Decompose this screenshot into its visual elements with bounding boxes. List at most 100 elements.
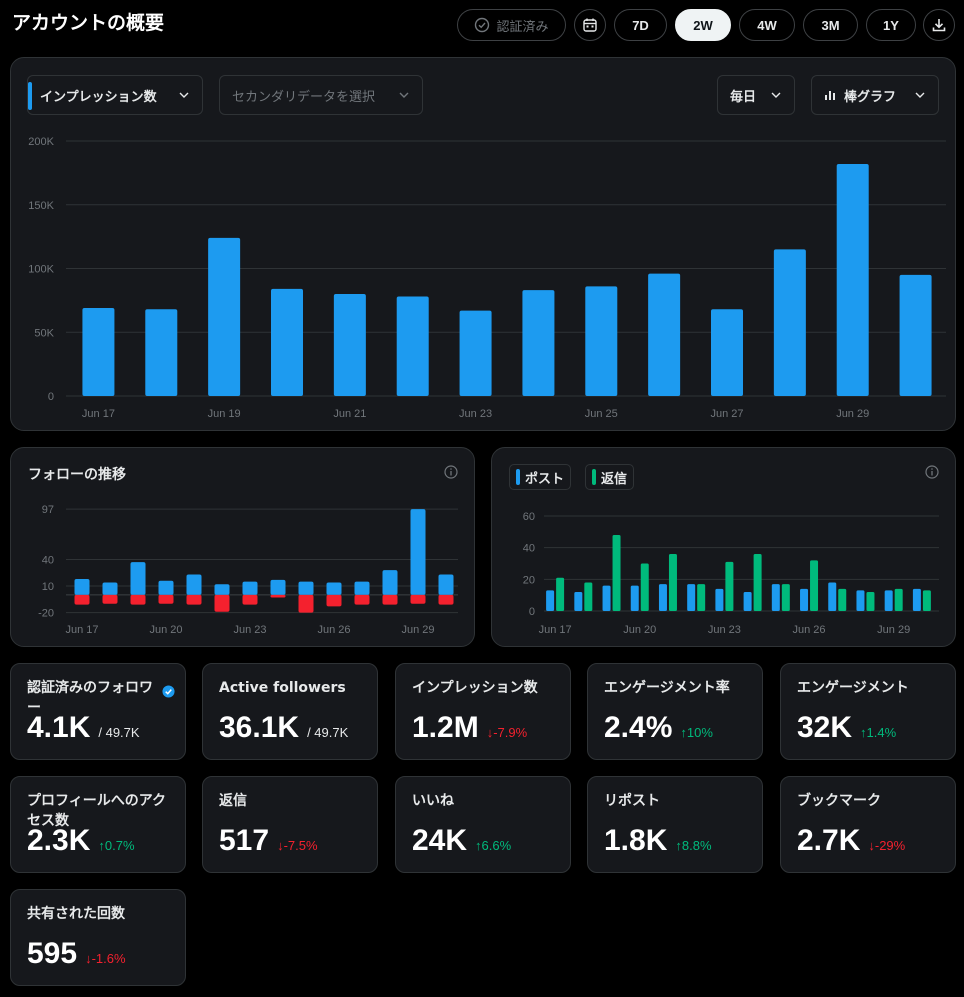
unfollow-bar (186, 594, 202, 605)
unfollow-bar (242, 594, 258, 605)
info-icon[interactable] (444, 464, 458, 483)
download-button[interactable] (923, 9, 955, 41)
arrow-down-icon: ↓ (277, 838, 284, 853)
interval-label: 毎日 (730, 89, 757, 105)
x-tick-label: Jun 29 (401, 624, 434, 636)
stat-card[interactable]: 返信 517 ↓-7.5% (202, 776, 378, 873)
y-tick-label: 0 (48, 391, 54, 403)
stat-card[interactable]: リポスト 1.8K ↑8.8% (587, 776, 763, 873)
secondary-metric-dropdown[interactable]: セカンダリデータを選択 (219, 75, 423, 115)
stat-value: 4.1K (27, 711, 91, 744)
bar (773, 249, 806, 396)
chart-type-label: 棒グラフ (844, 89, 897, 105)
y-tick-label: 50K (34, 327, 54, 339)
stat-value-row: 517 ↓-7.5% (219, 824, 318, 858)
legend-replies[interactable]: 返信 (585, 464, 635, 490)
chart-type-dropdown[interactable]: 棒グラフ (811, 75, 939, 115)
range-2w-button[interactable]: 2W (675, 9, 731, 41)
legend-replies-swatch (592, 469, 596, 485)
stat-label: リポスト (604, 793, 660, 809)
x-tick-label: Jun 23 (233, 624, 266, 636)
stat-card[interactable]: エンゲージメント率 2.4% ↑10% (587, 663, 763, 760)
metric-color-indicator (28, 82, 32, 110)
stat-card[interactable]: インプレッション数 1.2M ↓-7.9% (395, 663, 571, 760)
follows-panel: フォローの推移 -20 10 40 97 Jun 17 Jun 20 Jun 23 Jun 2… (10, 447, 475, 647)
arrow-up-icon: ↑ (680, 725, 687, 740)
stat-label: 返信 (219, 793, 247, 809)
stat-value: 595 (27, 937, 78, 970)
y-tick-label: 97 (42, 504, 54, 516)
stat-change: ↑0.7% (98, 838, 134, 853)
stat-card[interactable]: 認証済みのフォロワー 4.1K / 49.7K (10, 663, 186, 760)
stat-value-row: 595 ↓-1.6% (27, 937, 126, 971)
y-tick-label: 100K (28, 264, 54, 276)
reply-bar (725, 561, 734, 611)
unfollow-bar (298, 594, 314, 613)
stat-card[interactable]: 共有された回数 595 ↓-1.6% (10, 889, 186, 986)
stat-card[interactable]: ブックマーク 2.7K ↓-29% (780, 776, 956, 873)
reply-bar (697, 584, 706, 611)
range-1y-button[interactable]: 1Y (866, 9, 916, 41)
stat-card[interactable]: いいね 24K ↑6.6% (395, 776, 571, 873)
bar (145, 309, 178, 396)
x-tick-label: Jun 17 (65, 624, 98, 636)
stat-label: Active followers (219, 680, 346, 696)
stat-change: ↓-7.5% (277, 838, 317, 853)
stat-value: 2.4% (604, 711, 673, 744)
reply-bar (838, 588, 847, 611)
stat-change-value: 8.8% (681, 838, 712, 853)
post-bar (630, 585, 639, 611)
unfollow-bar (382, 594, 398, 605)
stat-change-value: -7.9% (493, 725, 528, 740)
interval-dropdown[interactable]: 毎日 (717, 75, 795, 115)
x-tick-label: Jun 17 (539, 624, 572, 636)
stat-value-row: 32K ↑1.4% (797, 711, 896, 745)
stat-card[interactable]: Active followers 36.1K / 49.7K (202, 663, 378, 760)
follow-bar (354, 581, 370, 595)
stat-card[interactable]: プロフィールへのアクセス数 2.3K ↑0.7% (10, 776, 186, 873)
post-bar (800, 588, 809, 611)
stat-label: エンゲージメント率 (604, 680, 730, 696)
stat-change: ↑6.6% (475, 838, 511, 853)
post-bar (743, 592, 752, 611)
range-3m-button[interactable]: 3M (803, 9, 858, 41)
bar (522, 290, 555, 396)
post-bar (546, 590, 555, 611)
impressions-bar-chart: 0 50K 100K 150K 200K Jun 17 Jun 19 Jun 21 Jun 23… (28, 136, 946, 420)
stat-change-value: -29% (874, 838, 906, 853)
stat-value: 24K (412, 824, 468, 857)
arrow-up-icon: ↑ (675, 838, 682, 853)
bar-chart-icon (824, 89, 836, 101)
stat-card[interactable]: エンゲージメント 32K ↑1.4% (780, 663, 956, 760)
legend-posts[interactable]: ポスト (509, 464, 572, 490)
y-tick-label: 10 (42, 581, 54, 593)
legend-posts-label: ポスト (525, 471, 565, 487)
info-icon[interactable] (925, 464, 939, 483)
range-7d-button[interactable]: 7D (614, 9, 667, 41)
legend-posts-swatch (516, 469, 520, 485)
x-tick-label: Jun 23 (459, 408, 492, 420)
arrow-down-icon: ↓ (868, 838, 875, 853)
reply-bar (668, 554, 677, 611)
y-tick-label: 200K (28, 136, 54, 148)
bar (899, 274, 932, 396)
chevron-down-icon (178, 89, 190, 101)
stat-total: / 49.7K (307, 725, 349, 740)
unfollow-bar (102, 594, 118, 604)
range-4w-button[interactable]: 4W (739, 9, 795, 41)
follow-bar (326, 582, 342, 595)
calendar-button[interactable] (574, 9, 606, 41)
y-tick-label: 60 (523, 511, 535, 523)
primary-metric-dropdown[interactable]: インプレッション数 (27, 75, 203, 115)
verified-filter-button[interactable]: 認証済み (457, 9, 566, 41)
follow-bar (130, 562, 146, 595)
follow-bar (186, 574, 202, 595)
bar (459, 310, 492, 396)
follow-bar (214, 584, 230, 595)
unfollow-bar (270, 594, 286, 598)
x-tick-label: Jun 29 (836, 408, 869, 420)
download-icon (931, 17, 947, 33)
stat-value-row: 4.1K / 49.7K (27, 711, 140, 745)
y-tick-label: 150K (28, 200, 54, 212)
unfollow-bar (438, 594, 454, 605)
